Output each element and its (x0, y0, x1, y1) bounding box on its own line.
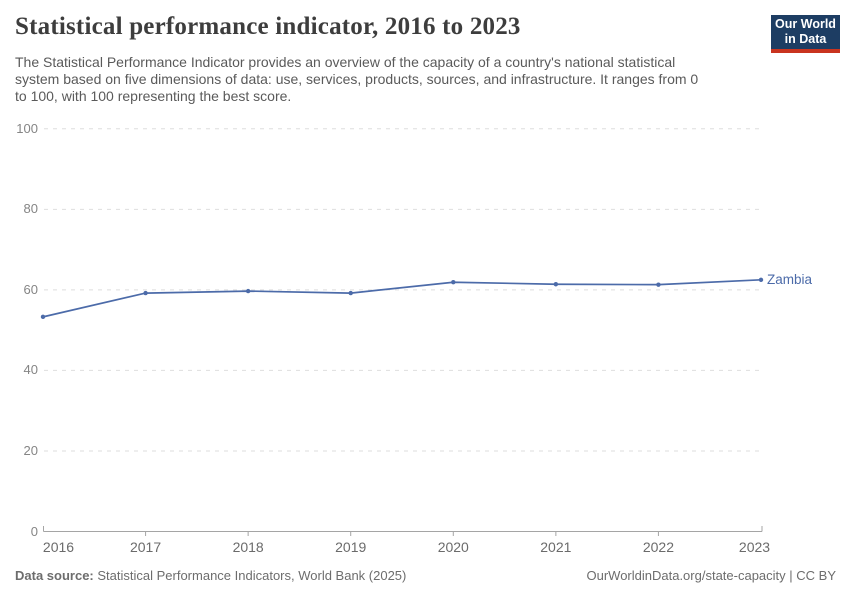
series-label-zambia[interactable]: Zambia (767, 271, 813, 287)
x-axis-label-2018: 2018 (232, 539, 264, 555)
data-point-2018[interactable] (245, 288, 251, 294)
y-axis-label-0: 0 (30, 523, 38, 539)
data-source: Data source: Statistical Performance Ind… (15, 568, 406, 583)
data-point-2020[interactable] (451, 280, 456, 285)
data-point-2022[interactable] (656, 282, 661, 287)
owid-logo: Our World in Data (771, 15, 840, 53)
y-axis-label-60: 60 (23, 281, 38, 297)
x-axis-label-2022: 2022 (642, 539, 674, 555)
subtitle-line-1: The Statistical Performance Indicator pr… (15, 54, 676, 70)
chart-subtitle: The Statistical Performance Indicator pr… (15, 54, 698, 105)
chart-footer: Data source: Statistical Performance Ind… (15, 568, 836, 583)
data-point-2023[interactable] (758, 277, 764, 283)
data-point-2019[interactable] (348, 290, 353, 296)
rights-link[interactable]: OurWorldinData.org/state-capacity | CC B… (586, 568, 836, 583)
y-axis-label-40: 40 (23, 362, 38, 378)
subtitle-line-3: to 100, with 100 representing the best s… (15, 88, 292, 104)
subtitle-line-2: system based on five dimensions of data:… (15, 71, 699, 87)
y-axis-label-20: 20 (23, 442, 38, 458)
y-axis-label-100: 100 (16, 120, 38, 136)
data-point-2021[interactable] (553, 282, 559, 287)
x-axis-label-2019: 2019 (335, 539, 367, 555)
data-point-2016[interactable] (40, 314, 46, 320)
owid-logo-line-1: Our World (775, 17, 836, 31)
data-source-label: Data source: (15, 568, 94, 583)
x-axis-label-2017: 2017 (129, 539, 162, 555)
owid-logo-line-2: in Data (784, 31, 827, 46)
y-axis-label-80: 80 (23, 201, 38, 217)
data-point-2017[interactable] (143, 290, 148, 296)
x-axis-label-2021: 2021 (540, 539, 572, 555)
x-axis-label-2023: 2023 (738, 539, 771, 555)
data-source-text[interactable]: Statistical Performance Indicators, Worl… (93, 568, 407, 583)
x-axis-label-2020: 2020 (437, 539, 469, 555)
series-line-zambia (42, 278, 762, 318)
x-axis-label-2016: 2016 (42, 539, 75, 555)
chart-title: Statistical performance indicator, 2016 … (15, 13, 521, 40)
